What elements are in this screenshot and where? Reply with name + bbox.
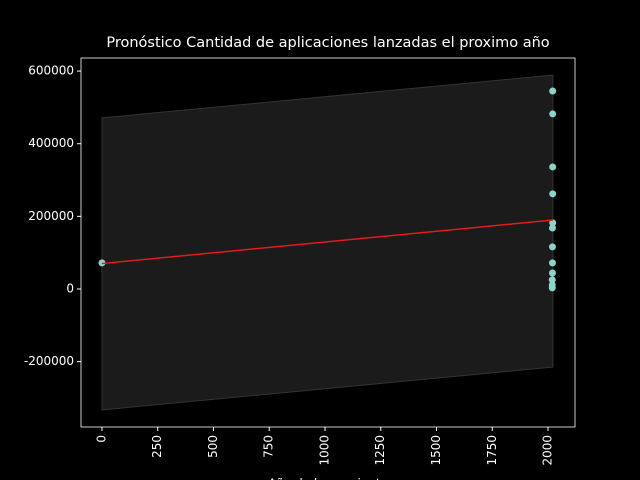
x-tick-label: 750 xyxy=(262,435,276,458)
y-tick-label: 600000 xyxy=(28,64,74,78)
point xyxy=(548,276,556,284)
y-tick-label: 200000 xyxy=(28,209,74,223)
chart-title: Pronóstico Cantidad de aplicaciones lanz… xyxy=(106,35,549,51)
x-tick-label: 500 xyxy=(206,435,220,458)
y-tick-label: -200000 xyxy=(24,354,74,368)
point xyxy=(549,219,557,227)
point xyxy=(549,163,557,171)
point xyxy=(549,110,557,118)
point xyxy=(549,190,557,198)
x-tick-label: 1000 xyxy=(317,435,331,466)
plot-frame xyxy=(80,57,576,428)
x-tick-label: 1250 xyxy=(373,435,387,466)
x-tick-label: 1500 xyxy=(429,435,443,466)
point xyxy=(548,284,556,292)
point xyxy=(549,87,557,95)
x-tick-label: 1750 xyxy=(485,435,499,466)
point xyxy=(548,259,556,267)
point xyxy=(548,269,556,277)
point xyxy=(548,243,556,251)
point xyxy=(548,224,556,232)
x-axis-label: Año de lanzamiento xyxy=(268,477,388,480)
y-tick-label: 400000 xyxy=(28,136,74,150)
x-tick-label: 2000 xyxy=(541,435,555,466)
x-tick-label: 0 xyxy=(94,435,108,443)
x-tick-label: 250 xyxy=(150,435,164,458)
y-tick-label: 0 xyxy=(66,281,74,295)
fit-line xyxy=(101,219,553,265)
